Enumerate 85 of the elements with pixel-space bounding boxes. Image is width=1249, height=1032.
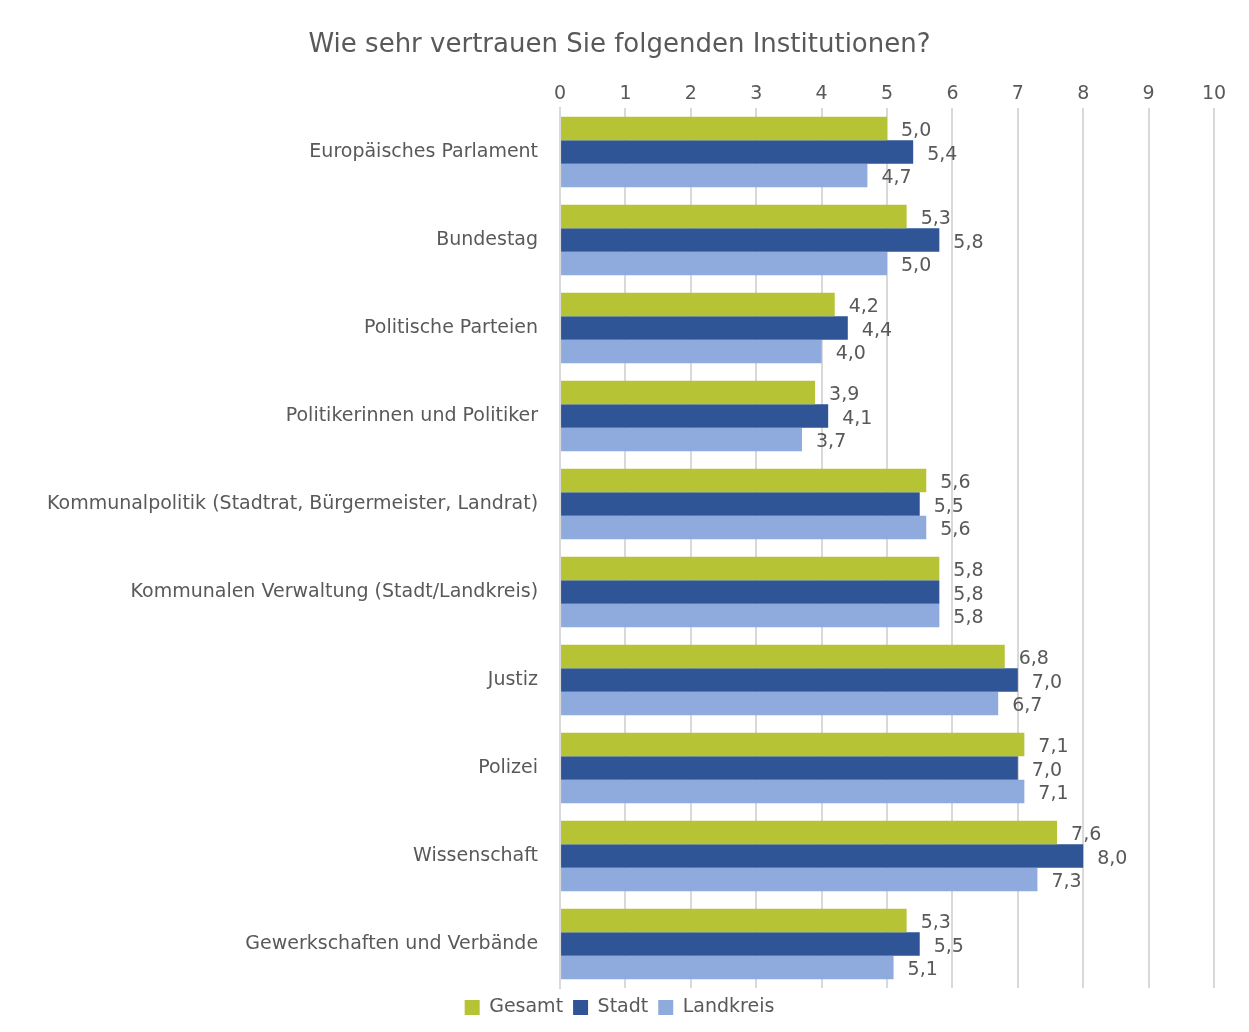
data-label: 5,8 <box>953 229 984 252</box>
x-tick-label: 0 <box>554 80 567 103</box>
data-label: 7,3 <box>1051 869 1082 892</box>
data-label: 5,3 <box>920 206 951 229</box>
data-label: 5,1 <box>907 957 938 980</box>
bar <box>561 140 914 164</box>
legend-label: Gesamt <box>489 994 564 1017</box>
data-label: 4,4 <box>861 317 893 340</box>
legend-label: Landkreis <box>682 994 775 1017</box>
x-tick-label: 10 <box>1201 80 1227 103</box>
y-tick-label: Politikerinnen und Politiker <box>285 402 539 425</box>
bar <box>561 691 999 716</box>
bar <box>561 468 927 493</box>
x-tick-label: 6 <box>946 80 959 103</box>
bar <box>561 204 907 229</box>
bar <box>561 756 1018 780</box>
bar <box>561 732 1025 757</box>
bar <box>561 163 868 188</box>
data-label: 5,8 <box>953 605 984 628</box>
data-label: 5,0 <box>901 118 932 141</box>
bar <box>561 427 803 452</box>
y-tick-label: Bundestag <box>436 226 539 249</box>
legend-label: Stadt <box>597 994 649 1017</box>
bar <box>561 316 848 340</box>
data-label: 5,3 <box>920 910 951 933</box>
bar <box>561 603 940 628</box>
bar <box>561 820 1058 845</box>
bar <box>561 867 1038 892</box>
bar <box>561 668 1018 692</box>
data-label: 4,2 <box>848 294 879 317</box>
data-label: 5,6 <box>940 517 971 540</box>
y-tick-label: Justiz <box>486 666 539 689</box>
bar <box>561 339 822 364</box>
data-label: 4,1 <box>842 405 873 428</box>
bar <box>561 580 940 604</box>
y-tick-label: Europäisches Parlament <box>309 138 539 161</box>
bar <box>561 228 940 252</box>
data-label: 3,7 <box>816 429 847 452</box>
data-label: 7,0 <box>1031 669 1063 692</box>
data-label: 7,0 <box>1031 757 1063 780</box>
bar <box>561 932 920 956</box>
chart-title: Wie sehr vertrauen Sie folgenden Institutionen? <box>308 28 931 59</box>
data-label: 6,8 <box>1018 646 1049 669</box>
data-label: 4,0 <box>835 341 866 364</box>
bar <box>561 844 1084 868</box>
x-tick-label: 5 <box>880 80 894 103</box>
data-label: 4,7 <box>881 165 912 188</box>
bar <box>561 644 1005 669</box>
bar <box>561 404 829 428</box>
x-tick-label: 1 <box>619 80 632 103</box>
data-label: 8,0 <box>1097 845 1128 868</box>
bar <box>561 556 940 581</box>
x-tick-label: 4 <box>815 80 828 103</box>
bar <box>561 116 888 141</box>
bar <box>561 955 894 980</box>
data-label: 5,4 <box>927 141 958 164</box>
data-label: 5,8 <box>953 581 984 604</box>
y-tick-label: Gewerkschaften und Verbände <box>245 930 539 953</box>
x-tick-label: 3 <box>750 80 763 103</box>
bar <box>561 908 907 933</box>
bar <box>561 492 920 516</box>
x-tick-label: 8 <box>1077 80 1090 103</box>
bar <box>561 292 835 317</box>
bar <box>561 380 816 405</box>
data-label: 7,1 <box>1038 781 1069 804</box>
data-label: 5,0 <box>901 253 932 276</box>
y-tick-label: Wissenschaft <box>413 842 539 865</box>
y-tick-label: Kommunalen Verwaltung (Stadt/Landkreis) <box>130 578 539 601</box>
data-label: 5,8 <box>953 558 984 581</box>
bar <box>561 515 927 540</box>
x-tick-label: 9 <box>1142 80 1155 103</box>
bar <box>561 779 1025 804</box>
y-tick-label: Politische Parteien <box>364 314 539 337</box>
data-label: 7,6 <box>1071 822 1102 845</box>
y-tick-label: Polizei <box>478 754 539 777</box>
y-tick-label: Kommunalpolitik (Stadtrat, Bürgermeister, Landrat) <box>46 490 539 513</box>
data-label: 3,9 <box>829 382 860 405</box>
bar <box>561 251 888 276</box>
data-label: 5,5 <box>933 493 964 516</box>
x-tick-label: 2 <box>684 80 697 103</box>
data-label: 6,7 <box>1012 693 1043 716</box>
data-label: 7,1 <box>1038 734 1069 757</box>
x-tick-label: 7 <box>1011 80 1024 103</box>
data-label: 5,6 <box>940 470 971 493</box>
data-label: 5,5 <box>933 933 964 956</box>
